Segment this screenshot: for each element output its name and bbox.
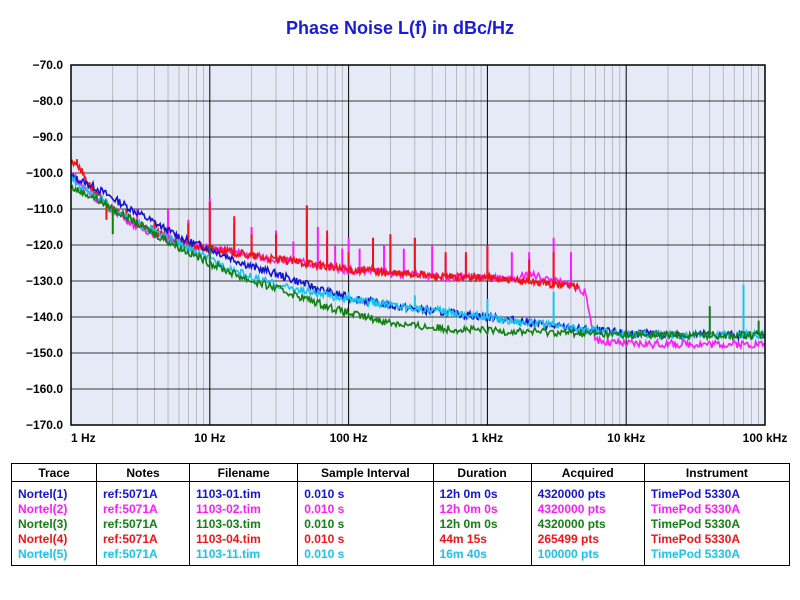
legend-cell: 4320000 pts (530, 501, 645, 516)
legend-cell: 1103-11.tim (189, 546, 299, 566)
legend-cell: 1103-02.tim (189, 501, 299, 516)
y-tick-label: −150.0 (26, 346, 63, 360)
legend-cell: ref:5071A (95, 531, 191, 546)
legend-cell: 0.010 s (297, 481, 434, 501)
y-tick-label: −170.0 (26, 418, 63, 432)
legend-cell: ref:5071A (95, 481, 191, 501)
legend-cell: 12h 0m 0s (432, 516, 532, 531)
legend-header-cell: Duration (432, 463, 532, 482)
y-tick-label: −70.0 (33, 58, 64, 72)
series-nortel3 (71, 184, 765, 342)
x-tick-label: 10 Hz (194, 431, 225, 445)
legend-cell: 1103-04.tim (189, 531, 299, 546)
legend-cell: TimePod 5330A (643, 516, 791, 531)
legend-row: Nortel(1) ref:5071A 1103-01.tim 0.010 s 12h … (11, 481, 791, 501)
legend-cell: ref:5071A (95, 546, 191, 566)
x-tick-label: 100 kHz (743, 431, 788, 445)
y-tick-label: −90.0 (33, 130, 64, 144)
legend-cell: TimePod 5330A (643, 531, 791, 546)
y-tick-label: −110.0 (27, 202, 64, 216)
x-tick-label: 100 Hz (330, 431, 368, 445)
legend-cell: 1103-03.tim (189, 516, 299, 531)
legend-cell: 0.010 s (297, 516, 434, 531)
y-tick-label: −120.0 (26, 238, 63, 252)
legend-cell: Nortel(4) (11, 531, 97, 546)
legend-cell: ref:5071A (95, 516, 191, 531)
series-line (71, 184, 765, 342)
phase-noise-chart: −70.0 −80.0 −90.0 −100.0 −110.0 −120.0 −130.0 −… (26, 58, 788, 445)
x-tick-label: 1 Hz (71, 431, 96, 445)
legend-header-cell: Trace (11, 463, 97, 482)
y-tick-label: −140.0 (26, 310, 63, 324)
legend-cell: 4320000 pts (530, 516, 645, 531)
legend-cell: 12h 0m 0s (432, 501, 532, 516)
legend-cell: Nortel(5) (11, 546, 97, 566)
trace-legend-table: Trace Notes Filename Sample Interval Duratio… (11, 463, 791, 566)
legend-cell: 16m 40s (432, 546, 532, 566)
legend-cell: Nortel(1) (11, 481, 97, 501)
legend-cell: 0.010 s (297, 546, 434, 566)
legend-cell: ref:5071A (95, 501, 191, 516)
chart-title: Phase Noise L(f) in dBc/Hz (285, 18, 515, 38)
legend-row: Nortel(4) ref:5071A 1103-04.tim 0.010 s 44m … (11, 531, 791, 546)
legend-header-cell: Notes (95, 463, 191, 482)
y-tick-label: −100.0 (26, 166, 63, 180)
y-tick-label: −160.0 (26, 382, 63, 396)
x-tick-label: 10 kHz (607, 431, 645, 445)
legend-row: Nortel(3) ref:5071A 1103-03.tim 0.010 s 12h … (11, 516, 791, 531)
legend-cell: 0.010 s (297, 531, 434, 546)
legend-row: Nortel(5) ref:5071A 1103-11.tim 0.010 s 16m … (11, 546, 791, 566)
legend-cell: 1103-01.tim (189, 481, 299, 501)
legend-header-cell: Acquired (530, 463, 645, 482)
legend-cell: TimePod 5330A (643, 546, 791, 566)
y-tick-label: −130.0 (26, 274, 63, 288)
x-tick-label: 1 kHz (472, 431, 503, 445)
legend-cell: 100000 pts (530, 546, 645, 566)
legend-cell: Nortel(2) (11, 501, 97, 516)
legend-header-cell: Sample Interval (297, 463, 434, 482)
legend-header-cell: Filename (189, 463, 299, 482)
legend-cell: TimePod 5330A (643, 501, 791, 516)
legend-header-cell: Instrument (643, 463, 791, 482)
legend-cell: 265499 pts (530, 531, 645, 546)
y-tick-label: −80.0 (33, 94, 64, 108)
legend-cell: TimePod 5330A (643, 481, 791, 501)
legend-cell: 44m 15s (432, 531, 532, 546)
legend-cell: 0.010 s (297, 501, 434, 516)
legend-cell: 12h 0m 0s (432, 481, 532, 501)
legend-row: Nortel(2) ref:5071A 1103-02.tim 0.010 s 12h … (11, 501, 791, 516)
legend-cell: 4320000 pts (530, 481, 645, 501)
legend-cell: Nortel(3) (11, 516, 97, 531)
